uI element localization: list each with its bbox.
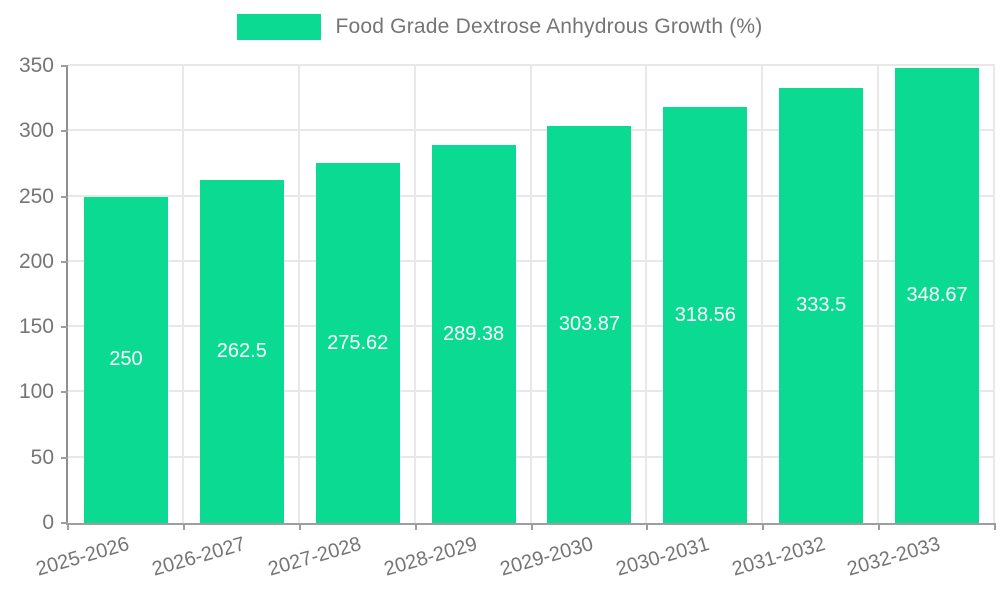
x-category-label: 2032-2033 [845, 533, 944, 581]
x-tick-mark [762, 523, 765, 530]
x-gridline [529, 66, 532, 523]
y-gridline [68, 259, 995, 262]
bar: 250 [83, 196, 168, 523]
bar: 333.5 [779, 87, 864, 523]
x-category-label: 2028-2029 [381, 533, 480, 581]
y-gridline [68, 129, 995, 132]
y-tick-mark [61, 260, 68, 263]
y-tick-mark [61, 195, 68, 198]
x-tick-mark [994, 523, 996, 530]
y-tick-mark [61, 456, 68, 459]
y-tick-mark [61, 522, 68, 524]
x-gridline [413, 66, 416, 523]
y-gridline [68, 390, 995, 393]
x-tick-mark [878, 523, 881, 530]
bar: 275.62 [315, 163, 400, 523]
x-tick-mark [530, 523, 533, 530]
x-tick-mark [646, 523, 649, 530]
x-category-label: 2030-2031 [613, 533, 712, 581]
x-tick-mark [182, 523, 185, 530]
y-gridline [68, 325, 995, 328]
bar-value-label: 262.5 [216, 340, 267, 363]
x-gridline [297, 66, 300, 523]
y-tick-label: 250 [18, 184, 54, 208]
x-tick-mark [67, 523, 69, 530]
x-category-label: 2026-2027 [149, 533, 248, 581]
plot-area: 0 50 100 150 200 250 300 350 250 2025-2026 262.5 20… [19, 54, 996, 581]
x-category-label: 2029-2030 [497, 533, 596, 581]
x-gridline [761, 66, 764, 523]
legend-label[interactable]: Food Grade Dextrose Anhydrous Growth (%) [335, 15, 763, 38]
x-gridline [993, 66, 995, 523]
x-category-label: 2031-2032 [729, 533, 828, 581]
x-tick-mark [414, 523, 417, 530]
y-gridline [68, 194, 995, 197]
bar: 348.67 [895, 67, 980, 523]
bar-value-label: 333.5 [796, 293, 847, 316]
y-tick-label: 350 [18, 54, 54, 77]
bar: 303.87 [547, 126, 632, 523]
bar-value-label: 275.62 [327, 331, 389, 354]
bar-value-label: 348.67 [906, 283, 968, 306]
y-tick-mark [61, 391, 68, 394]
bar: 289.38 [431, 145, 516, 523]
y-gridline [68, 64, 995, 66]
y-tick-label: 100 [18, 380, 54, 404]
y-gridline [68, 455, 995, 458]
legend: Food Grade Dextrose Anhydrous Growth (%) [0, 14, 1000, 40]
x-category-label: 2025-2026 [33, 533, 133, 581]
bar-value-label: 303.87 [558, 313, 621, 336]
bar: 262.5 [199, 180, 284, 523]
x-gridline [645, 66, 648, 523]
y-tick-mark [61, 326, 68, 329]
y-tick-label: 150 [18, 315, 54, 339]
x-tick-mark [298, 523, 301, 530]
y-tick-label: 300 [18, 119, 54, 143]
x-gridline [181, 66, 184, 523]
y-tick-label: 200 [18, 249, 54, 273]
legend-swatch[interactable] [237, 14, 322, 40]
bar-value-label: 289.38 [442, 322, 505, 345]
y-tick-label: 0 [42, 511, 54, 534]
bar-value-label: 318.56 [674, 303, 736, 326]
bar-value-label: 250 [109, 348, 143, 371]
bar: 318.56 [663, 107, 748, 523]
y-tick-mark [61, 130, 68, 133]
y-tick-label: 50 [30, 445, 54, 469]
x-gridline [877, 66, 880, 523]
y-tick-mark [61, 65, 68, 67]
x-category-label: 2027-2028 [265, 533, 364, 581]
